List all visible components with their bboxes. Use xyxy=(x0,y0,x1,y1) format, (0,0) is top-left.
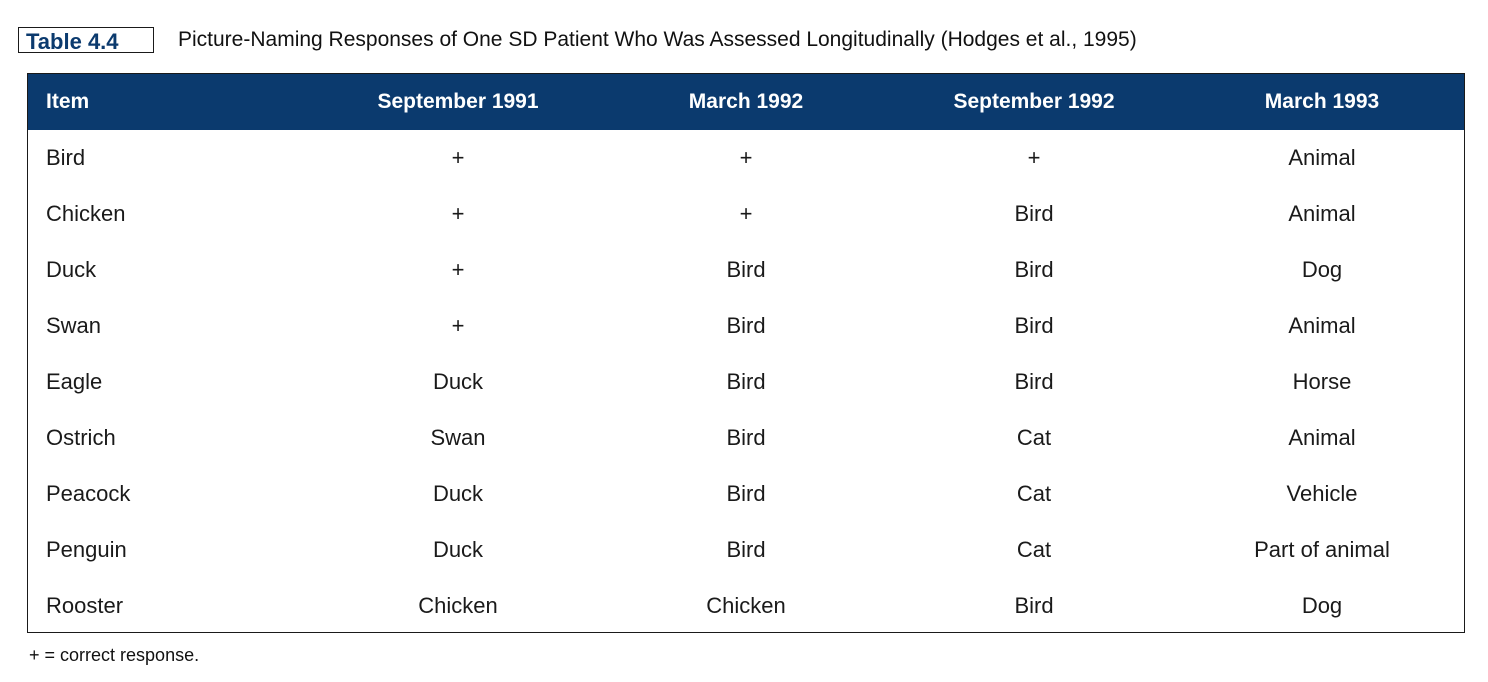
response-cell: Bird xyxy=(726,313,766,338)
response-cell: Part of animal xyxy=(1254,537,1390,562)
response-cell: Bird xyxy=(1014,593,1054,618)
table-row: Peacock Duck Bird Cat Vehicle xyxy=(28,466,1464,522)
item-cell: Eagle xyxy=(46,369,103,394)
response-cell: Duck xyxy=(432,537,484,562)
response-cell: + xyxy=(451,145,465,170)
response-cell: + xyxy=(739,145,753,170)
table-title: Picture-Naming Responses of One SD Patie… xyxy=(178,28,1137,51)
response-cell: Dog xyxy=(1301,257,1343,282)
table-row: Bird + + + Animal xyxy=(28,130,1464,186)
response-cell: + xyxy=(739,201,753,226)
response-cell: Animal xyxy=(1288,201,1356,226)
response-cell: Cat xyxy=(1016,425,1052,450)
response-cell: Animal xyxy=(1288,145,1356,170)
response-cell: Bird xyxy=(726,257,766,282)
item-cell: Chicken xyxy=(46,201,126,226)
response-cell: Bird xyxy=(1014,201,1054,226)
response-cell: Bird xyxy=(1014,257,1054,282)
response-cell: Bird xyxy=(1014,313,1054,338)
picture-naming-table: Item September 1991 March 1992 September… xyxy=(28,74,1464,632)
table-row: Duck + Bird Bird Dog xyxy=(28,242,1464,298)
table-row: Ostrich Swan Bird Cat Animal xyxy=(28,410,1464,466)
response-cell: Animal xyxy=(1288,313,1356,338)
response-cell: Cat xyxy=(1016,537,1052,562)
response-cell: + xyxy=(451,313,465,338)
response-cell: Bird xyxy=(1014,369,1054,394)
response-cell: Dog xyxy=(1301,593,1343,618)
item-cell: Penguin xyxy=(46,537,127,562)
response-cell: Chicken xyxy=(706,593,786,618)
response-cell: Bird xyxy=(726,425,766,450)
table-footnote: + = correct response. xyxy=(29,645,200,665)
item-cell: Bird xyxy=(46,145,86,170)
item-cell: Swan xyxy=(46,313,102,338)
response-cell: Animal xyxy=(1288,425,1356,450)
item-cell: Duck xyxy=(46,257,97,282)
response-cell: Vehicle xyxy=(1286,481,1358,506)
column-header-sep-1991: September 1991 xyxy=(377,90,539,113)
table-row: Eagle Duck Bird Bird Horse xyxy=(28,354,1464,410)
response-cell: Bird xyxy=(726,369,766,394)
response-cell: Duck xyxy=(432,481,484,506)
item-cell: Peacock xyxy=(46,481,131,506)
table-body: Bird + + + Animal Chicken + + Bird Anima… xyxy=(28,130,1464,632)
response-cell: Cat xyxy=(1016,481,1052,506)
item-cell: Rooster xyxy=(46,593,124,618)
column-header-mar-1992: March 1992 xyxy=(688,90,804,113)
response-cell: + xyxy=(451,257,465,282)
response-cell: Duck xyxy=(432,369,484,394)
table-number-label: Table 4.4 xyxy=(18,27,154,54)
header-row: Item September 1991 March 1992 September… xyxy=(28,74,1464,130)
data-table-container: Item September 1991 March 1992 September… xyxy=(27,73,1465,633)
table-caption: Table 4.4 Picture-Naming Responses of On… xyxy=(18,25,1137,55)
response-cell: Chicken xyxy=(418,593,498,618)
table-row: Swan + Bird Bird Animal xyxy=(28,298,1464,354)
item-cell: Ostrich xyxy=(46,425,116,450)
table-row: Penguin Duck Bird Cat Part of animal xyxy=(28,522,1464,578)
response-cell: Bird xyxy=(726,537,766,562)
table-header: Item September 1991 March 1992 September… xyxy=(28,74,1464,130)
table-row: Chicken + + Bird Animal xyxy=(28,186,1464,242)
table-row: Rooster Chicken Chicken Bird Dog xyxy=(28,578,1464,632)
column-header-sep-1992: September 1992 xyxy=(953,90,1115,113)
response-cell: + xyxy=(451,201,465,226)
response-cell: Swan xyxy=(430,425,486,450)
response-cell: Bird xyxy=(726,481,766,506)
response-cell: Horse xyxy=(1292,369,1352,394)
response-cell: + xyxy=(1027,145,1041,170)
column-header-item: Item xyxy=(46,90,90,113)
column-header-mar-1993: March 1993 xyxy=(1264,90,1380,113)
